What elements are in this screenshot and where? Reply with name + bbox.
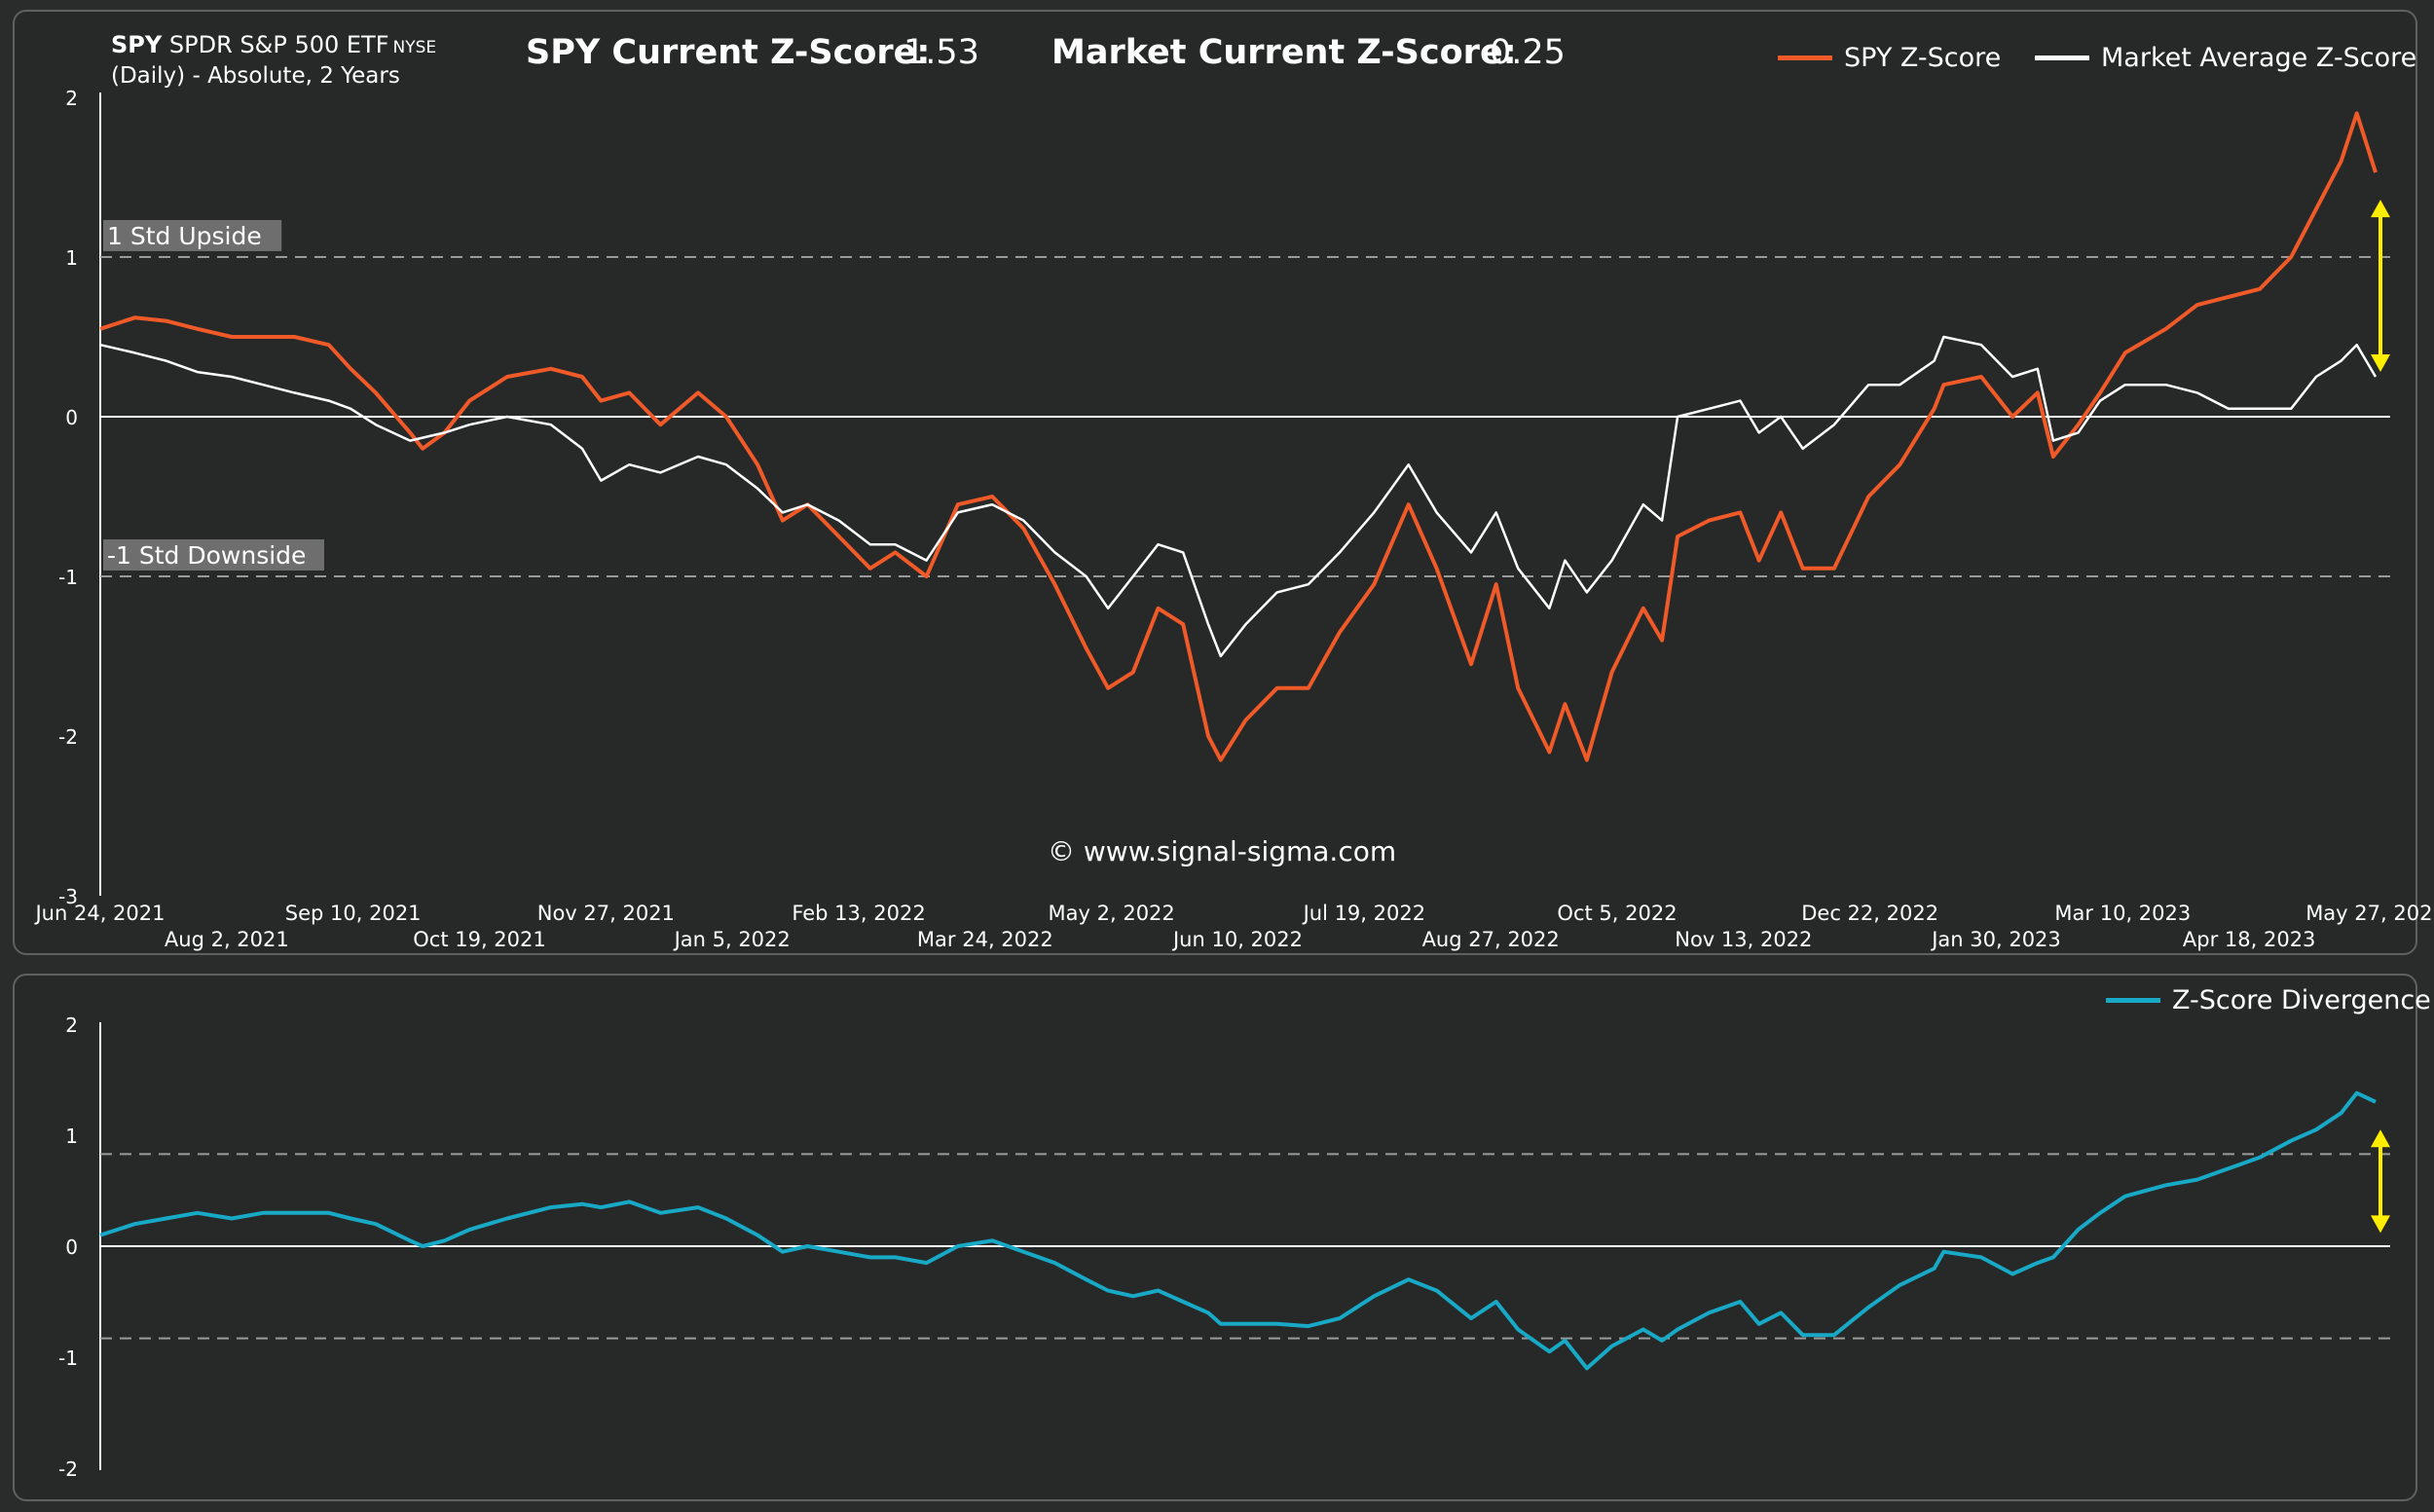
x-tick-label: Aug 2, 2021 <box>165 928 289 951</box>
bottom-divergence-arrow-head-up <box>2371 1129 2390 1148</box>
main-band-label-bg <box>103 539 324 571</box>
x-tick-label: Oct 19, 2021 <box>413 928 546 951</box>
main-y-tick-label: -1 <box>58 566 78 589</box>
x-tick-label: May 27, 2023 <box>2305 902 2434 925</box>
legend-swatch-spy <box>1778 55 1832 60</box>
x-tick-label: Jan 30, 2023 <box>1930 928 2061 951</box>
x-tick-label: Dec 22, 2022 <box>1801 902 1938 925</box>
market-score-label: Market Current Z-Score: <box>1051 33 1517 72</box>
exchange-label: NYSE <box>392 38 437 57</box>
chart-subtitle: (Daily) - Absolute, 2 Years <box>111 63 400 89</box>
main-y-tick-label: 2 <box>65 87 78 110</box>
divergence-y-tick-label: 2 <box>65 1014 78 1037</box>
x-tick-label: Jun 24, 2021 <box>33 902 165 925</box>
divergence-y-tick-label: -1 <box>58 1346 78 1370</box>
watermark: © www.signal-sigma.com <box>1048 835 1397 867</box>
x-tick-label: Nov 13, 2022 <box>1675 928 1812 951</box>
x-tick-label: Nov 27, 2021 <box>537 902 675 925</box>
zscore-panel <box>13 10 2417 955</box>
market-score-value: 0.25 <box>1490 33 1566 72</box>
x-tick-label: Jun 10, 2022 <box>1171 928 1303 951</box>
series-line-spy-z-score <box>99 111 2378 762</box>
ticker-title: SPY SPDR S&P 500 ETF NYSE <box>111 31 436 58</box>
ticker-symbol: SPY <box>111 31 163 58</box>
legend-label-spy: SPY Z-Score <box>1844 43 2002 73</box>
legend-item-spy: SPY Z-Score <box>1778 43 2001 73</box>
band-label: 1 Std Upside <box>107 222 262 250</box>
x-tick-label: Jul 19, 2022 <box>1302 902 1426 925</box>
main-y-tick-label: -3 <box>58 885 78 908</box>
legend-swatch-divergence <box>2106 998 2160 1003</box>
main-y-tick-label: 1 <box>65 246 78 270</box>
legend-item-divergence: Z-Score Divergence <box>2106 985 2431 1015</box>
legend-item-market: Market Average Z-Score <box>2035 43 2416 73</box>
legend-label-market: Market Average Z-Score <box>2101 43 2417 73</box>
divergence-panel <box>13 974 2417 1501</box>
top-divergence-arrow-head-up <box>2371 200 2390 218</box>
series-line-market-average-z-score <box>99 335 2378 658</box>
x-tick-label: Mar 24, 2022 <box>917 928 1053 951</box>
x-tick-label: Mar 10, 2023 <box>2054 902 2191 925</box>
bottom-divergence-arrow-head-down <box>2371 1215 2390 1234</box>
x-tick-label: Apr 18, 2023 <box>2183 928 2316 951</box>
legend-label-divergence: Z-Score Divergence <box>2172 985 2431 1015</box>
x-tick-label: Aug 27, 2022 <box>1422 928 1560 951</box>
divergence-y-tick-label: 0 <box>65 1235 78 1259</box>
divergence-y-tick-label: 1 <box>65 1125 78 1148</box>
legend-swatch-market <box>2035 55 2089 60</box>
x-tick-label: Jan 5, 2022 <box>673 928 791 951</box>
ticker-name: SPDR S&P 500 ETF <box>168 31 389 58</box>
main-band-label-bg <box>103 220 282 251</box>
x-tick-label: May 2, 2022 <box>1049 902 1175 925</box>
spy-score-value: 1.53 <box>904 33 979 72</box>
band-label: -1 Std Downside <box>107 541 306 570</box>
divergence-y-tick-label: -2 <box>58 1457 78 1481</box>
series-line-z-score-divergence <box>99 1090 2377 1371</box>
main-y-tick-label: -2 <box>58 725 78 749</box>
x-tick-label: Feb 13, 2022 <box>792 902 925 925</box>
x-tick-label: Sep 10, 2021 <box>285 902 422 925</box>
top-divergence-arrow-head-down <box>2371 354 2390 372</box>
x-tick-label: Oct 5, 2022 <box>1557 902 1677 925</box>
main-y-tick-label: 0 <box>65 406 78 429</box>
spy-score-label: SPY Current Z-Score: <box>526 33 931 72</box>
